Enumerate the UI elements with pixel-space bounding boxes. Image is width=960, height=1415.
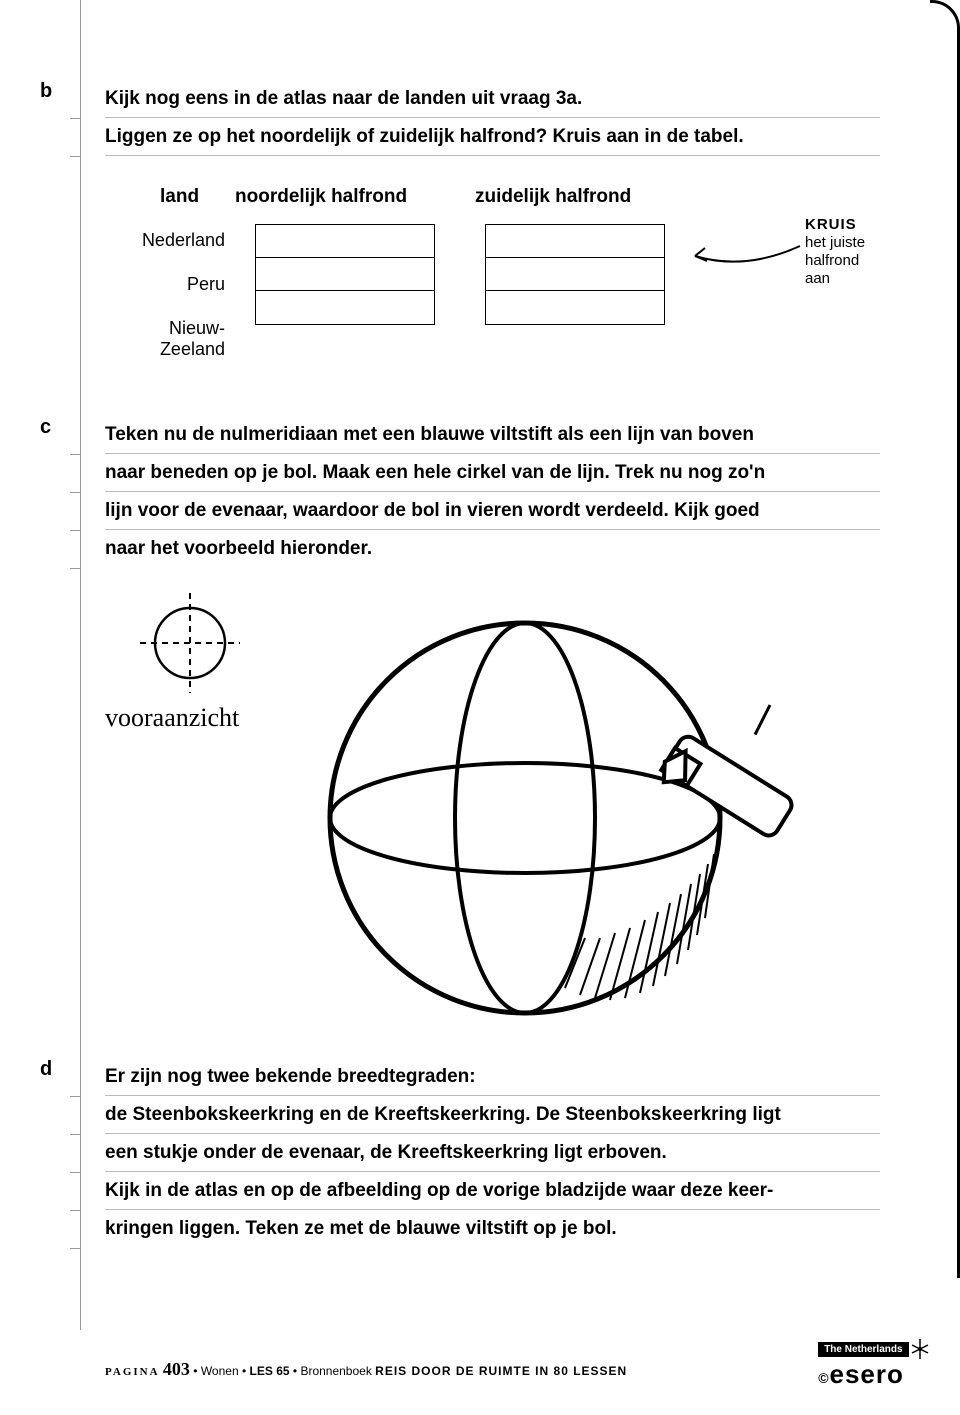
th-land: land	[160, 186, 199, 208]
crosshair-icon	[135, 588, 245, 698]
checkbox-peru-zuid[interactable]	[486, 258, 664, 291]
footer-part3: Bronnenboek	[300, 1364, 371, 1378]
row-label-nederland: Nederland	[105, 230, 235, 251]
tick-mark	[70, 1248, 80, 1249]
question-d-line4: Kijk in de atlas en op de afbeelding op …	[105, 1172, 880, 1210]
checkbox-peru-noord[interactable]	[256, 258, 434, 291]
tick-mark	[70, 156, 80, 157]
annotation-keyword: KRUIS	[805, 216, 857, 233]
question-c-line4: naar het voorbeeld hieronder.	[105, 530, 880, 568]
question-c-label: c	[40, 416, 51, 439]
question-d-line1: Er zijn nog twee bekende breedtegraden:	[105, 1058, 880, 1096]
copyright-symbol: ©	[818, 1370, 829, 1386]
tick-mark	[70, 530, 80, 531]
zuid-column-boxes[interactable]	[485, 224, 665, 325]
question-c-line3: lijn voor de evenaar, waardoor de bol in…	[105, 492, 880, 530]
tick-mark	[70, 1096, 80, 1097]
th-zuid: zuidelijk halfrond	[475, 186, 631, 208]
checkbox-nieuwzeeland-zuid[interactable]	[486, 291, 664, 324]
footer-sep: •	[193, 1364, 201, 1378]
page-footer: PAGINA 403 • Wonen • LES 65 • Bronnenboe…	[105, 1340, 930, 1390]
worksheet-page: b Kijk nog eens in de atlas naar de land…	[0, 0, 960, 1415]
question-d-line3: een stukje onder de evenaar, de Kreeftsk…	[105, 1134, 880, 1172]
footer-sep: •	[242, 1364, 250, 1378]
question-b-label: b	[40, 80, 52, 103]
checkbox-nieuwzeeland-noord[interactable]	[256, 291, 434, 324]
question-d-block: d Er zijn nog twee bekende breedtegraden…	[0, 1058, 960, 1248]
sphere-drawing	[315, 598, 795, 1038]
question-b-line1: Kijk nog eens in de atlas naar de landen…	[105, 80, 880, 118]
esero-text: ©esero	[818, 1359, 930, 1390]
content-area: b Kijk nog eens in de atlas naar de land…	[0, 0, 960, 1248]
logo-tag: The Netherlands	[818, 1342, 908, 1357]
page-number: 403	[163, 1359, 190, 1379]
question-d-line5: kringen liggen. Teken ze met de blauwe v…	[105, 1210, 880, 1248]
footer-part4: REIS DOOR DE RUIMTE IN 80 LESSEN	[375, 1364, 627, 1378]
sphere-illustration: vooraanzicht	[105, 588, 880, 1048]
tick-mark	[70, 492, 80, 493]
vooraanzicht-label: vooraanzicht	[105, 703, 239, 733]
tick-mark	[70, 454, 80, 455]
question-c-block: c Teken nu de nulmeridiaan met een blauw…	[0, 416, 960, 568]
tick-mark	[70, 1172, 80, 1173]
hemisphere-table: land noordelijk halfrond zuidelijk halfr…	[105, 186, 960, 366]
arrow-icon	[685, 236, 805, 276]
checkbox-nederland-noord[interactable]	[256, 225, 434, 258]
annotation-rest: het juistehalfrondaan	[805, 234, 865, 287]
noord-column-boxes[interactable]	[255, 224, 435, 325]
question-b-line2: Liggen ze op het noordelijk of zuidelijk…	[105, 118, 880, 156]
footer-text: PAGINA 403 • Wonen • LES 65 • Bronnenboe…	[105, 1359, 627, 1380]
tick-mark	[70, 1134, 80, 1135]
th-noord: noordelijk halfrond	[235, 186, 407, 208]
tick-mark	[70, 568, 80, 569]
row-label-nieuwzeeland: Nieuw-Zeeland	[105, 318, 235, 360]
footer-part1: Wonen	[201, 1364, 239, 1378]
pagina-label: PAGINA	[105, 1366, 160, 1378]
question-d-label: d	[40, 1058, 52, 1081]
row-label-peru: Peru	[105, 274, 235, 295]
esero-logo: The Netherlands ©esero	[818, 1339, 930, 1390]
question-d-line2: de Steenbokskeerkring en de Kreeftskeerk…	[105, 1096, 880, 1134]
star-icon	[910, 1339, 930, 1359]
question-b-block: b Kijk nog eens in de atlas naar de land…	[0, 0, 960, 156]
question-c-line2: naar beneden op je bol. Maak een hele ci…	[105, 454, 880, 492]
esero-brand: esero	[830, 1359, 904, 1389]
annotation-kruis: KRUIS het juistehalfrondaan	[805, 216, 865, 288]
tick-mark	[70, 1210, 80, 1211]
footer-part2: LES 65	[250, 1364, 290, 1378]
tick-mark	[70, 118, 80, 119]
checkbox-nederland-zuid[interactable]	[486, 225, 664, 258]
question-c-line1: Teken nu de nulmeridiaan met een blauwe …	[105, 416, 880, 454]
